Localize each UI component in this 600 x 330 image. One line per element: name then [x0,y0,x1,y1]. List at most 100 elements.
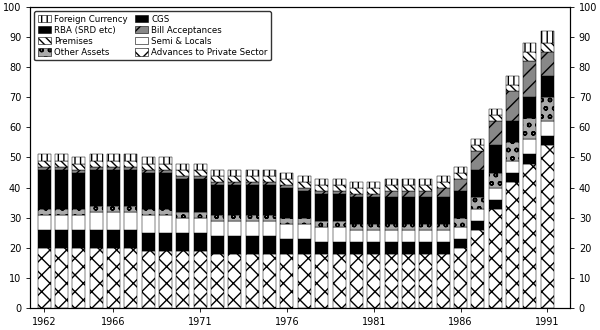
Bar [246,184,259,215]
Bar [332,194,346,221]
Bar [176,176,190,179]
Bar [541,52,554,76]
Bar [523,154,536,163]
Bar [107,248,120,308]
Bar [454,239,467,248]
Bar [315,184,328,191]
Bar [176,163,190,170]
Bar [211,215,224,221]
Bar [89,206,103,212]
Bar [385,224,398,230]
Bar [263,215,276,221]
Bar [437,254,449,308]
Bar [246,215,259,221]
Bar [402,179,415,184]
Bar [38,215,50,230]
Bar [385,197,398,224]
Bar [541,136,554,146]
Bar [402,230,415,242]
Bar [472,209,484,221]
Bar [72,157,85,163]
Bar [332,179,346,184]
Bar [280,254,293,308]
Bar [211,221,224,236]
Bar [211,176,224,182]
Bar [402,197,415,224]
Bar [229,182,241,184]
Bar [419,230,433,242]
Bar [89,230,103,248]
Bar [541,146,554,308]
Bar [489,121,502,146]
Bar [350,194,363,197]
Bar [298,224,311,239]
Bar [159,251,172,308]
Bar [541,97,554,121]
Bar [402,224,415,230]
Bar [419,224,433,230]
Bar [506,173,519,182]
Bar [419,191,433,197]
Bar [263,184,276,215]
Bar [350,182,363,188]
Bar [124,154,137,160]
Bar [72,230,85,248]
Bar [124,170,137,206]
Bar [38,167,50,170]
Bar [489,173,502,188]
Bar [176,170,190,176]
Bar [315,221,328,227]
Bar [489,188,502,200]
Bar [159,157,172,163]
Bar [315,227,328,242]
Bar [298,176,311,182]
Bar [332,191,346,194]
Bar [506,143,519,160]
Bar [280,224,293,239]
Bar [350,197,363,224]
Bar [367,182,380,188]
Bar [298,239,311,254]
Bar [263,236,276,254]
Bar [211,254,224,308]
Bar [367,230,380,242]
Bar [246,182,259,184]
Bar [523,52,536,61]
Bar [124,167,137,170]
Bar [489,109,502,115]
Bar [385,184,398,191]
Bar [332,254,346,308]
Bar [55,160,68,167]
Bar [454,191,467,218]
Bar [194,176,207,179]
Bar [385,179,398,184]
Bar [107,154,120,160]
Bar [280,218,293,224]
Bar [211,182,224,184]
Bar [367,242,380,254]
Bar [489,200,502,209]
Bar [38,170,50,209]
Bar [472,139,484,146]
Bar [385,254,398,308]
Bar [142,163,155,170]
Bar [107,230,120,248]
Bar [246,170,259,176]
Bar [523,118,536,139]
Bar [263,221,276,236]
Bar [541,121,554,136]
Bar [142,251,155,308]
Bar [229,221,241,236]
Bar [350,230,363,242]
Bar [332,242,346,254]
Bar [89,160,103,167]
Bar [367,254,380,308]
Bar [298,182,311,188]
Bar [194,218,207,233]
Bar [229,215,241,221]
Bar [142,170,155,173]
Bar [159,209,172,215]
Bar [142,157,155,163]
Bar [194,170,207,176]
Bar [402,184,415,191]
